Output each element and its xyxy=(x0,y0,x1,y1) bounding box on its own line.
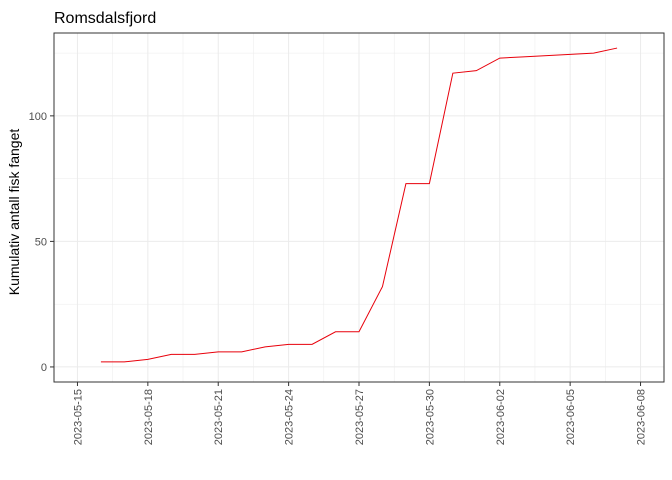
x-tick-label: 2023-05-30 xyxy=(424,389,436,445)
y-tick-label: 50 xyxy=(35,236,47,248)
x-tick-label: 2023-06-05 xyxy=(565,389,577,445)
x-tick-label: 2023-05-24 xyxy=(284,389,296,445)
y-tick-label: 0 xyxy=(41,362,47,374)
y-axis-label: Kumulativ antall fisk fanget xyxy=(6,129,22,296)
x-tick-label: 2023-06-02 xyxy=(495,389,507,445)
grid-layer xyxy=(54,33,664,382)
axis-layer: 0 50 100 2023-05-15 2023-05-18 2023-05-21 2023… xyxy=(29,111,648,445)
x-tick-label: 2023-05-21 xyxy=(213,389,225,445)
x-tick-label: 2023-05-18 xyxy=(143,389,155,445)
x-tick-label: 2023-05-15 xyxy=(72,389,84,445)
series-line xyxy=(100,47,618,363)
y-tick-label: 100 xyxy=(29,111,47,123)
line-layer xyxy=(100,47,618,363)
x-tick-label: 2023-05-27 xyxy=(354,389,366,445)
chart-title: Romsdalsfjord xyxy=(54,10,156,27)
x-tick-label: 2023-06-08 xyxy=(636,389,648,445)
